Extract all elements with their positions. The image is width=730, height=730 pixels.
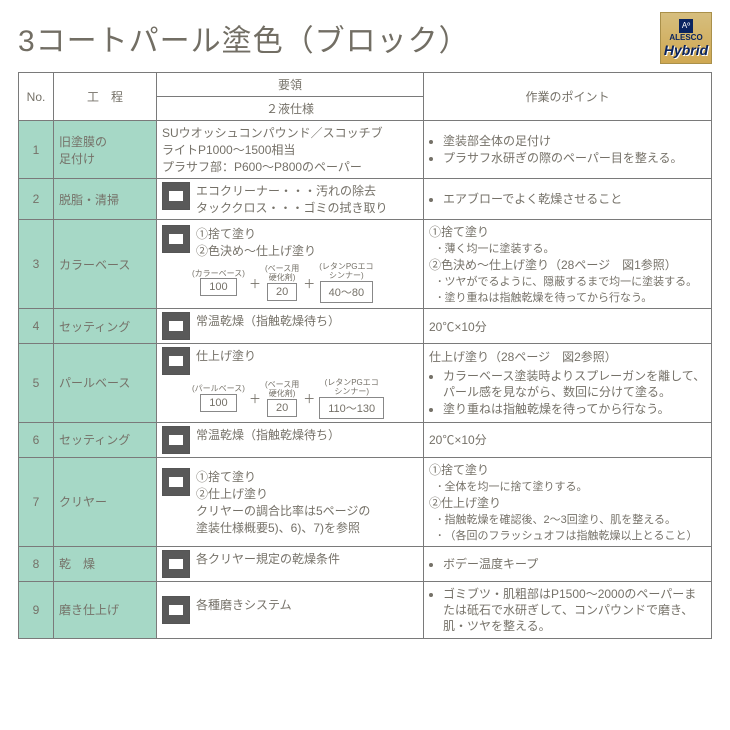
ratio-value: 40～80 [320,281,373,303]
table-row: 4セッティング常温乾燥（指触乾燥待ち）20℃×10分 [19,309,712,344]
ratio-value: 100 [200,278,236,296]
table-row: 8乾 燥各クリヤー規定の乾燥条件ボデー温度キープ [19,546,712,581]
row-spec: 常温乾燥（指触乾燥待ち） [157,422,424,457]
row-spec: ①捨て塗り②仕上げ塗りクリヤーの調合比率は5ページの塗装仕様概要5)、6)、7)… [157,457,424,546]
row-no: 6 [19,422,54,457]
row-process: パールベース [54,344,157,423]
process-icon [162,596,190,624]
badge-line2: Hybrid [664,42,708,58]
row-no: 4 [19,309,54,344]
process-icon [162,426,190,454]
ratio-value: 20 [267,399,297,417]
row-spec: 各種磨きシステム [157,581,424,639]
process-icon [162,550,190,578]
row-points: ①捨て塗り全体を均一に捨て塗りする。②仕上げ塗り指触乾燥を確認後、2～3回塗り、… [424,457,712,546]
col-points: 作業のポイント [424,73,712,121]
brand-badge: Aº ALESCO Hybrid [660,12,712,64]
process-icon [162,347,190,375]
row-process: セッティング [54,309,157,344]
table-row: 5パールベース仕上げ塗り(パールベース)100＋(ベース用硬化剤)20＋(レタン… [19,344,712,423]
row-spec: 各クリヤー規定の乾燥条件 [157,546,424,581]
row-process: カラーベース [54,220,157,309]
process-icon [162,225,190,253]
page-title: 3コートパール塗色（ブロック） [18,16,470,60]
row-points: ボデー温度キープ [424,546,712,581]
row-process: 乾 燥 [54,546,157,581]
ratio-value: 110～130 [319,397,384,419]
table-row: 3カラーベース①捨て塗り②色決め～仕上げ塗り(カラーベース)100＋(ベース用硬… [19,220,712,309]
row-no: 8 [19,546,54,581]
process-table: No. 工 程 要領 作業のポイント ２液仕様 1旧塗膜の足付けSUウオッシュコ… [18,72,712,639]
row-no: 5 [19,344,54,423]
row-no: 1 [19,121,54,179]
table-row: 9磨き仕上げ各種磨きシステムゴミブツ・肌粗部はP1500～2000のペーパーまた… [19,581,712,639]
row-points: 仕上げ塗り（28ページ 図2参照）カラーベース塗装時よりスプレーガンを離して、パ… [424,344,712,423]
row-points: ゴミブツ・肌粗部はP1500～2000のペーパーまたは砥石で水研ぎして、コンパウ… [424,581,712,639]
ratio-value: 100 [200,394,236,412]
row-no: 7 [19,457,54,546]
col-spec: ２液仕様 [157,97,424,121]
row-spec: 常温乾燥（指触乾燥待ち） [157,309,424,344]
row-no: 2 [19,179,54,220]
table-row: 7クリヤー①捨て塗り②仕上げ塗りクリヤーの調合比率は5ページの塗装仕様概要5)、… [19,457,712,546]
process-icon [162,312,190,340]
row-points: 塗装部全体の足付けプラサフ水研ぎの際のペーパー目を整える。 [424,121,712,179]
badge-top: Aº [679,19,693,33]
badge-line1: ALESCO [669,33,702,42]
row-process: クリヤー [54,457,157,546]
row-no: 9 [19,581,54,639]
row-process: 脱脂・清掃 [54,179,157,220]
process-icon [162,182,190,210]
row-points: 20℃×10分 [424,309,712,344]
row-spec: エコクリーナー・・・汚れの除去タッククロス・・・ゴミの拭き取り [157,179,424,220]
col-no: No. [19,73,54,121]
row-points: エアブローでよく乾燥させること [424,179,712,220]
col-youryou: 要領 [157,73,424,97]
table-row: 2脱脂・清掃エコクリーナー・・・汚れの除去タッククロス・・・ゴミの拭き取りエアブ… [19,179,712,220]
table-row: 1旧塗膜の足付けSUウオッシュコンパウンド／スコッチブライトP1000～1500… [19,121,712,179]
row-spec: 仕上げ塗り(パールベース)100＋(ベース用硬化剤)20＋(レタンPGエコシンナ… [157,344,424,423]
table-row: 6セッティング常温乾燥（指触乾燥待ち）20℃×10分 [19,422,712,457]
row-process: 旧塗膜の足付け [54,121,157,179]
row-process: 磨き仕上げ [54,581,157,639]
row-spec: ①捨て塗り②色決め～仕上げ塗り(カラーベース)100＋(ベース用硬化剤)20＋(… [157,220,424,309]
col-process: 工 程 [54,73,157,121]
row-spec: SUウオッシュコンパウンド／スコッチブライトP1000～1500相当プラサフ部：… [157,121,424,179]
row-points: 20℃×10分 [424,422,712,457]
row-points: ①捨て塗り薄く均一に塗装する。②色決め～仕上げ塗り（28ページ 図1参照）ツヤが… [424,220,712,309]
row-process: セッティング [54,422,157,457]
row-no: 3 [19,220,54,309]
ratio-value: 20 [267,283,297,301]
process-icon [162,468,190,496]
